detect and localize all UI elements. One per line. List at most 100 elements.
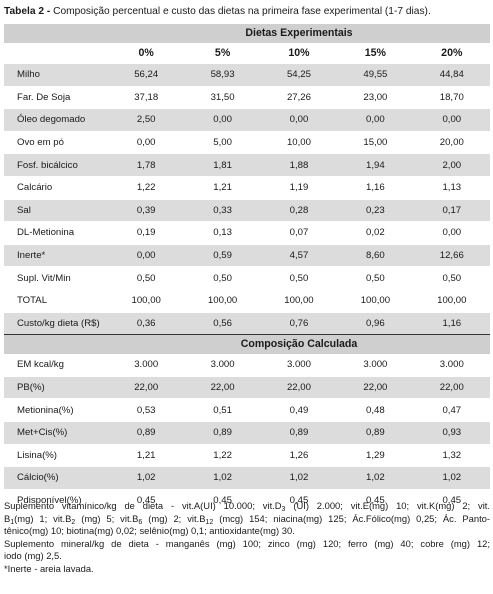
table-cell: 1,19 xyxy=(260,176,338,200)
table-cell: 0,00 xyxy=(413,108,490,132)
caption-label: Tabela 2 - xyxy=(4,6,51,17)
row-label: Custo/kg dieta (R$) xyxy=(4,312,108,336)
table-cell: 22,00 xyxy=(337,376,414,400)
table-row: Met+Cis(%) 0,89 0,89 0,89 0,89 0,93 xyxy=(4,421,490,445)
table-row: PB(%) 22,00 22,00 22,00 22,00 22,00 xyxy=(4,376,490,400)
row-label: Óleo degomado xyxy=(4,108,108,132)
row-label: Inerte* xyxy=(4,244,108,268)
table-cell: 3.000 xyxy=(260,353,338,377)
table-cell: 0,49 xyxy=(260,398,338,422)
table-row: Milho 56,24 58,93 54,25 49,55 44,84 xyxy=(4,63,490,87)
table-cell: 1,02 xyxy=(184,466,261,490)
table-cell: 0,00 xyxy=(108,131,185,155)
cost-row: Custo/kg dieta (R$) 0,36 0,56 0,76 0,96 1,16 xyxy=(4,312,490,336)
table-cell: 1,02 xyxy=(337,466,414,490)
vitamin-note-line-2: B1(mg) 1; vit.B2 (mg) 5; vit.B6 (mg) 2; … xyxy=(4,512,491,526)
table-cell: 58,93 xyxy=(184,63,261,87)
table-cell: 37,18 xyxy=(108,86,185,110)
table-cell: 3.000 xyxy=(413,353,490,377)
column-header: 0% xyxy=(108,42,185,64)
table-cell: 0,50 xyxy=(337,266,414,290)
table-cell: 0,45 xyxy=(413,489,490,513)
table-cell: 1,22 xyxy=(184,444,261,468)
table-cell: 3.000 xyxy=(108,353,185,377)
row-label: Fosf. bicálcico xyxy=(4,153,108,177)
row-label: TOTAL xyxy=(4,288,108,313)
table-cell: 0,93 xyxy=(413,421,490,445)
table-cell: 22,00 xyxy=(184,376,261,400)
table-cell: 0,50 xyxy=(260,266,338,290)
table-cell: 1,16 xyxy=(337,176,414,200)
row-label: PB(%) xyxy=(4,376,108,400)
band-composicao: Composição Calculada xyxy=(4,334,490,355)
column-header: 20% xyxy=(413,42,490,64)
table-cell: 1,22 xyxy=(108,176,185,200)
table-cell: 100,00 xyxy=(108,288,185,313)
table-cell: 0,45 xyxy=(260,489,338,513)
table-cell: 1,81 xyxy=(184,153,261,177)
table-cell: 2,00 xyxy=(413,153,490,177)
table-cell: 0,00 xyxy=(260,108,338,132)
table-row: Óleo degomado 2,50 0,00 0,00 0,00 0,00 xyxy=(4,108,490,132)
band-composicao-label: Composição Calculada xyxy=(108,334,490,355)
table-row: Supl. Vit/Min 0,50 0,50 0,50 0,50 0,50 xyxy=(4,266,490,290)
table-cell: 49,55 xyxy=(337,63,414,87)
table-cell: 0,28 xyxy=(260,199,338,223)
table-cell: 100,00 xyxy=(260,288,338,313)
table-cell: 1,02 xyxy=(260,466,338,490)
table-cell: 1,78 xyxy=(108,153,185,177)
table-cell: 15,00 xyxy=(337,131,414,155)
column-header: 15% xyxy=(337,42,414,64)
table-cell: 22,00 xyxy=(413,376,490,400)
column-header-row: 0% 5% 10% 15% 20% xyxy=(4,42,490,64)
table-cell: 22,00 xyxy=(108,376,185,400)
table-cell: 0,53 xyxy=(108,398,185,422)
table-cell: 0,45 xyxy=(184,489,261,513)
table-caption: Tabela 2 - Composição percentual e custo… xyxy=(4,6,490,17)
table-cell: 100,00 xyxy=(184,288,261,313)
row-label: Cálcio(%) xyxy=(4,466,108,490)
mineral-note-line-2: iodo (mg) 2,5. xyxy=(4,550,62,562)
table-cell: 0,45 xyxy=(108,489,185,513)
table-cell: 18,70 xyxy=(413,86,490,110)
table-row: EM kcal/kg 3.000 3.000 3.000 3.000 3.000 xyxy=(4,353,490,377)
table-cell: 0,56 xyxy=(184,312,261,336)
row-label: Calcário xyxy=(4,176,108,200)
table-cell: 0,39 xyxy=(108,199,185,223)
table-cell: 0,02 xyxy=(337,221,414,245)
table-cell: 0,76 xyxy=(260,312,338,336)
inert-note: *Inerte - areia lavada. xyxy=(4,562,94,574)
table-cell: 1,32 xyxy=(413,444,490,468)
table-row: Calcário 1,22 1,21 1,19 1,16 1,13 xyxy=(4,176,490,200)
table-cell: 0,89 xyxy=(184,421,261,445)
diet-table: Dietas Experimentais 0% 5% 10% 15% 20% M… xyxy=(4,24,490,513)
table-cell: 0,19 xyxy=(108,221,185,245)
column-header: 10% xyxy=(260,42,338,64)
table-row: Inerte* 0,00 0,59 4,57 8,60 12,66 xyxy=(4,244,490,268)
table-footnotes: Suplemento vitamínico/kg de dieta - vit.… xyxy=(4,500,490,576)
table-cell: 1,21 xyxy=(108,444,185,468)
table-cell: 4,57 xyxy=(260,244,338,268)
caption-text: Composição percentual e custo das dietas… xyxy=(50,6,431,17)
table-row: Ovo em pó 0,00 5,00 10,00 15,00 20,00 xyxy=(4,131,490,155)
table-cell: 44,84 xyxy=(413,63,490,87)
table-cell: 100,00 xyxy=(413,288,490,313)
table-cell: 0,23 xyxy=(337,199,414,223)
table-cell: 0,50 xyxy=(184,266,261,290)
table-cell: 23,00 xyxy=(337,86,414,110)
table-cell: 56,24 xyxy=(108,63,185,87)
table-cell: 0,45 xyxy=(337,489,414,513)
table-cell: 2,50 xyxy=(108,108,185,132)
table-cell: 0,00 xyxy=(337,108,414,132)
row-label: Metionina(%) xyxy=(4,398,108,422)
table-cell: 10,00 xyxy=(260,131,338,155)
column-header: 5% xyxy=(184,42,261,64)
table-cell: 0,50 xyxy=(413,266,490,290)
table-cell: 0,07 xyxy=(260,221,338,245)
table-row: Pdisponível(%) 0,45 0,45 0,45 0,45 0,45 xyxy=(4,489,490,513)
vitamin-note-line-3: tênico(mg) 10; biotina(mg) 0,02; selênio… xyxy=(4,525,295,537)
row-label: Supl. Vit/Min xyxy=(4,266,108,290)
table-cell: 1,13 xyxy=(413,176,490,200)
table-cell: 54,25 xyxy=(260,63,338,87)
table-row: DL-Metionina 0,19 0,13 0,07 0,02 0,00 xyxy=(4,221,490,245)
